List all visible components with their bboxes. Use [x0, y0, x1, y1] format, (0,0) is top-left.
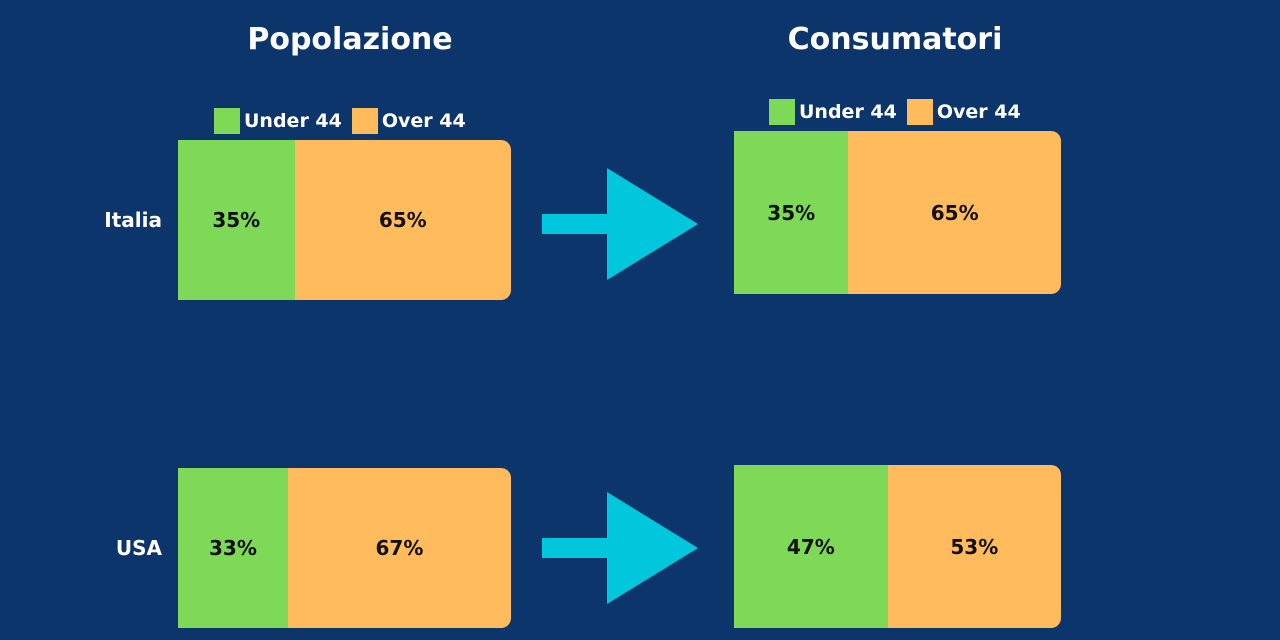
- legend-item-over: Over 44: [906, 99, 1021, 125]
- bar-consumatori-italia: 35% 65%: [734, 131, 1061, 294]
- left-panel-title: Popolazione: [247, 22, 453, 57]
- right-panel-title: Consumatori: [787, 22, 1003, 57]
- legend-swatch-over: [906, 99, 933, 125]
- segment-over-44: 65%: [848, 131, 1061, 294]
- segment-under-44: 35%: [178, 140, 295, 300]
- arrow-right-icon: [542, 168, 698, 280]
- bar-popolazione-italia: 35% 65%: [178, 140, 511, 300]
- legend-item-under: Under 44: [214, 108, 342, 134]
- legend-swatch-under: [769, 99, 795, 125]
- legend-right: Under 44 Over 44: [769, 99, 1031, 125]
- segment-under-44: 47%: [734, 465, 888, 628]
- segment-over-44: 65%: [294, 140, 511, 300]
- row-label-italia: Italia: [104, 208, 162, 232]
- segment-over-44: 53%: [887, 465, 1061, 628]
- segment-under-44: 33%: [178, 468, 288, 628]
- legend-swatch-over: [351, 108, 378, 134]
- legend-label-under: Under 44: [799, 101, 897, 123]
- arrow-right-icon: [542, 492, 698, 604]
- segment-under-44: 35%: [734, 131, 849, 294]
- legend-label-over: Over 44: [381, 110, 466, 132]
- row-label-usa: USA: [115, 536, 162, 560]
- legend-swatch-under: [214, 108, 240, 134]
- arrow-shape: [542, 168, 698, 280]
- arrow-shape: [542, 492, 698, 604]
- bar-consumatori-usa: 47% 53%: [734, 465, 1061, 628]
- legend-left: Under 44 Over 44: [214, 108, 476, 134]
- legend-item-under: Under 44: [769, 99, 897, 125]
- legend-item-over: Over 44: [351, 108, 466, 134]
- legend-label-over: Over 44: [936, 101, 1021, 123]
- bar-popolazione-usa: 33% 67%: [178, 468, 511, 628]
- segment-over-44: 67%: [287, 468, 511, 628]
- legend-label-under: Under 44: [244, 110, 342, 132]
